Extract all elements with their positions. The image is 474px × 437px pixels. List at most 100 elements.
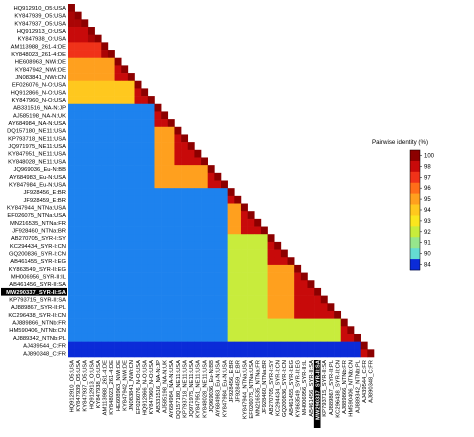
heatmap-cell <box>254 287 262 296</box>
heatmap-cell <box>68 287 75 296</box>
heatmap-cell <box>207 272 215 281</box>
heatmap-cell <box>174 203 182 212</box>
heatmap-cell <box>174 295 182 304</box>
heatmap-cell <box>307 280 315 289</box>
heatmap-cell <box>240 333 248 342</box>
legend-tick-label: 92 <box>424 230 431 236</box>
heatmap-cell <box>154 218 162 227</box>
heatmap-cell <box>87 318 95 327</box>
heatmap-cell <box>254 349 262 358</box>
heatmap-cell <box>101 50 109 59</box>
heatmap-cell <box>274 272 282 281</box>
heatmap-cell <box>240 349 248 358</box>
heatmap-cells <box>68 4 375 358</box>
heatmap-cell <box>114 234 122 243</box>
heatmap-cell <box>334 333 342 342</box>
legend-swatch <box>410 160 420 173</box>
heatmap-cell <box>181 157 189 166</box>
heatmap-cell <box>267 249 275 258</box>
heatmap-cell <box>121 111 129 120</box>
heatmap-cell <box>81 149 89 158</box>
column-label-group: MN216535_NTNa:FR <box>256 360 262 416</box>
heatmap-cell <box>174 142 182 151</box>
heatmap-cell <box>320 310 328 319</box>
heatmap-cell <box>227 188 235 197</box>
heatmap-cell <box>260 318 268 327</box>
heatmap-cell <box>141 142 149 151</box>
heatmap-cell <box>121 310 129 319</box>
heatmap-cell <box>87 50 95 59</box>
heatmap-cell <box>147 180 155 189</box>
row-label: AY684984_NA-N:USA <box>8 121 66 127</box>
column-label: JN083841_NWi:CN <box>129 360 135 411</box>
heatmap-cell <box>134 80 142 89</box>
heatmap-cell <box>187 295 195 304</box>
heatmap-cell <box>187 241 195 250</box>
heatmap-cell <box>194 264 202 273</box>
heatmap-cell <box>287 287 295 296</box>
heatmap-cell <box>101 165 109 174</box>
heatmap-cell <box>254 310 262 319</box>
heatmap-cell <box>141 287 149 296</box>
heatmap-cell <box>221 188 228 197</box>
heatmap-cell <box>141 126 149 135</box>
heatmap-cell <box>121 241 129 250</box>
heatmap-cell <box>227 234 235 243</box>
heatmap-cell <box>147 149 155 158</box>
row-label: EF026076_N-O:USA <box>12 83 66 89</box>
heatmap-cell <box>181 333 189 342</box>
heatmap-cell <box>121 80 129 89</box>
heatmap-cell <box>174 341 182 350</box>
heatmap-cell <box>141 180 149 189</box>
heatmap-cell <box>87 96 95 105</box>
heatmap-cell <box>240 218 248 227</box>
column-label-group: GQ200836_SYR-I:CN <box>282 360 288 417</box>
heatmap-cell <box>181 249 189 258</box>
heatmap-cell <box>314 333 322 342</box>
heatmap-cell <box>68 318 75 327</box>
heatmap-cell <box>280 326 288 335</box>
heatmap-cell <box>141 203 149 212</box>
heatmap-cell <box>81 287 89 296</box>
row-label: KY863549_SYR-II:EG <box>9 267 67 273</box>
heatmap-cell <box>121 295 129 304</box>
heatmap-cell <box>114 318 122 327</box>
legend-swatch <box>410 150 420 162</box>
heatmap-cell <box>154 165 162 174</box>
heatmap-cell <box>214 218 222 227</box>
heatmap-cell <box>134 303 142 312</box>
heatmap-cell <box>214 195 222 204</box>
heatmap-cell <box>207 264 215 273</box>
heatmap-cell <box>287 264 295 273</box>
heatmap-cell <box>320 295 328 304</box>
heatmap-cell <box>187 326 195 335</box>
highlighted-column-label: MW290337_SYR-II:SA <box>315 359 321 420</box>
heatmap-cell <box>107 96 115 105</box>
heatmap-cell <box>181 303 189 312</box>
heatmap-cell <box>134 318 142 327</box>
heatmap-cell <box>81 326 89 335</box>
heatmap-cell <box>201 157 208 166</box>
column-label: KC296438_SYR-II:CN <box>335 360 341 418</box>
heatmap-cell <box>174 134 182 143</box>
heatmap-cell <box>114 333 122 342</box>
heatmap-cell <box>134 264 142 273</box>
heatmap-cell <box>181 234 189 243</box>
column-label: MN216535_NTNa:FR <box>256 360 262 416</box>
column-label: AY684983_Eu-N:USA <box>216 360 222 417</box>
heatmap-cell <box>74 103 82 112</box>
heatmap-cell <box>254 241 262 250</box>
heatmap-cell <box>300 341 308 350</box>
heatmap-cell <box>234 280 242 289</box>
heatmap-cell <box>68 264 75 273</box>
heatmap-cell <box>161 318 169 327</box>
heatmap-cell <box>68 218 75 227</box>
heatmap-cell <box>127 126 135 135</box>
heatmap-cell <box>121 226 129 235</box>
heatmap-cell <box>187 165 195 174</box>
heatmap-cell <box>267 349 275 358</box>
row-label: GQ200836_SYR-I:CN <box>9 252 66 258</box>
heatmap-cell <box>68 333 75 342</box>
heatmap-cell <box>114 126 122 135</box>
heatmap-cell <box>221 333 228 342</box>
